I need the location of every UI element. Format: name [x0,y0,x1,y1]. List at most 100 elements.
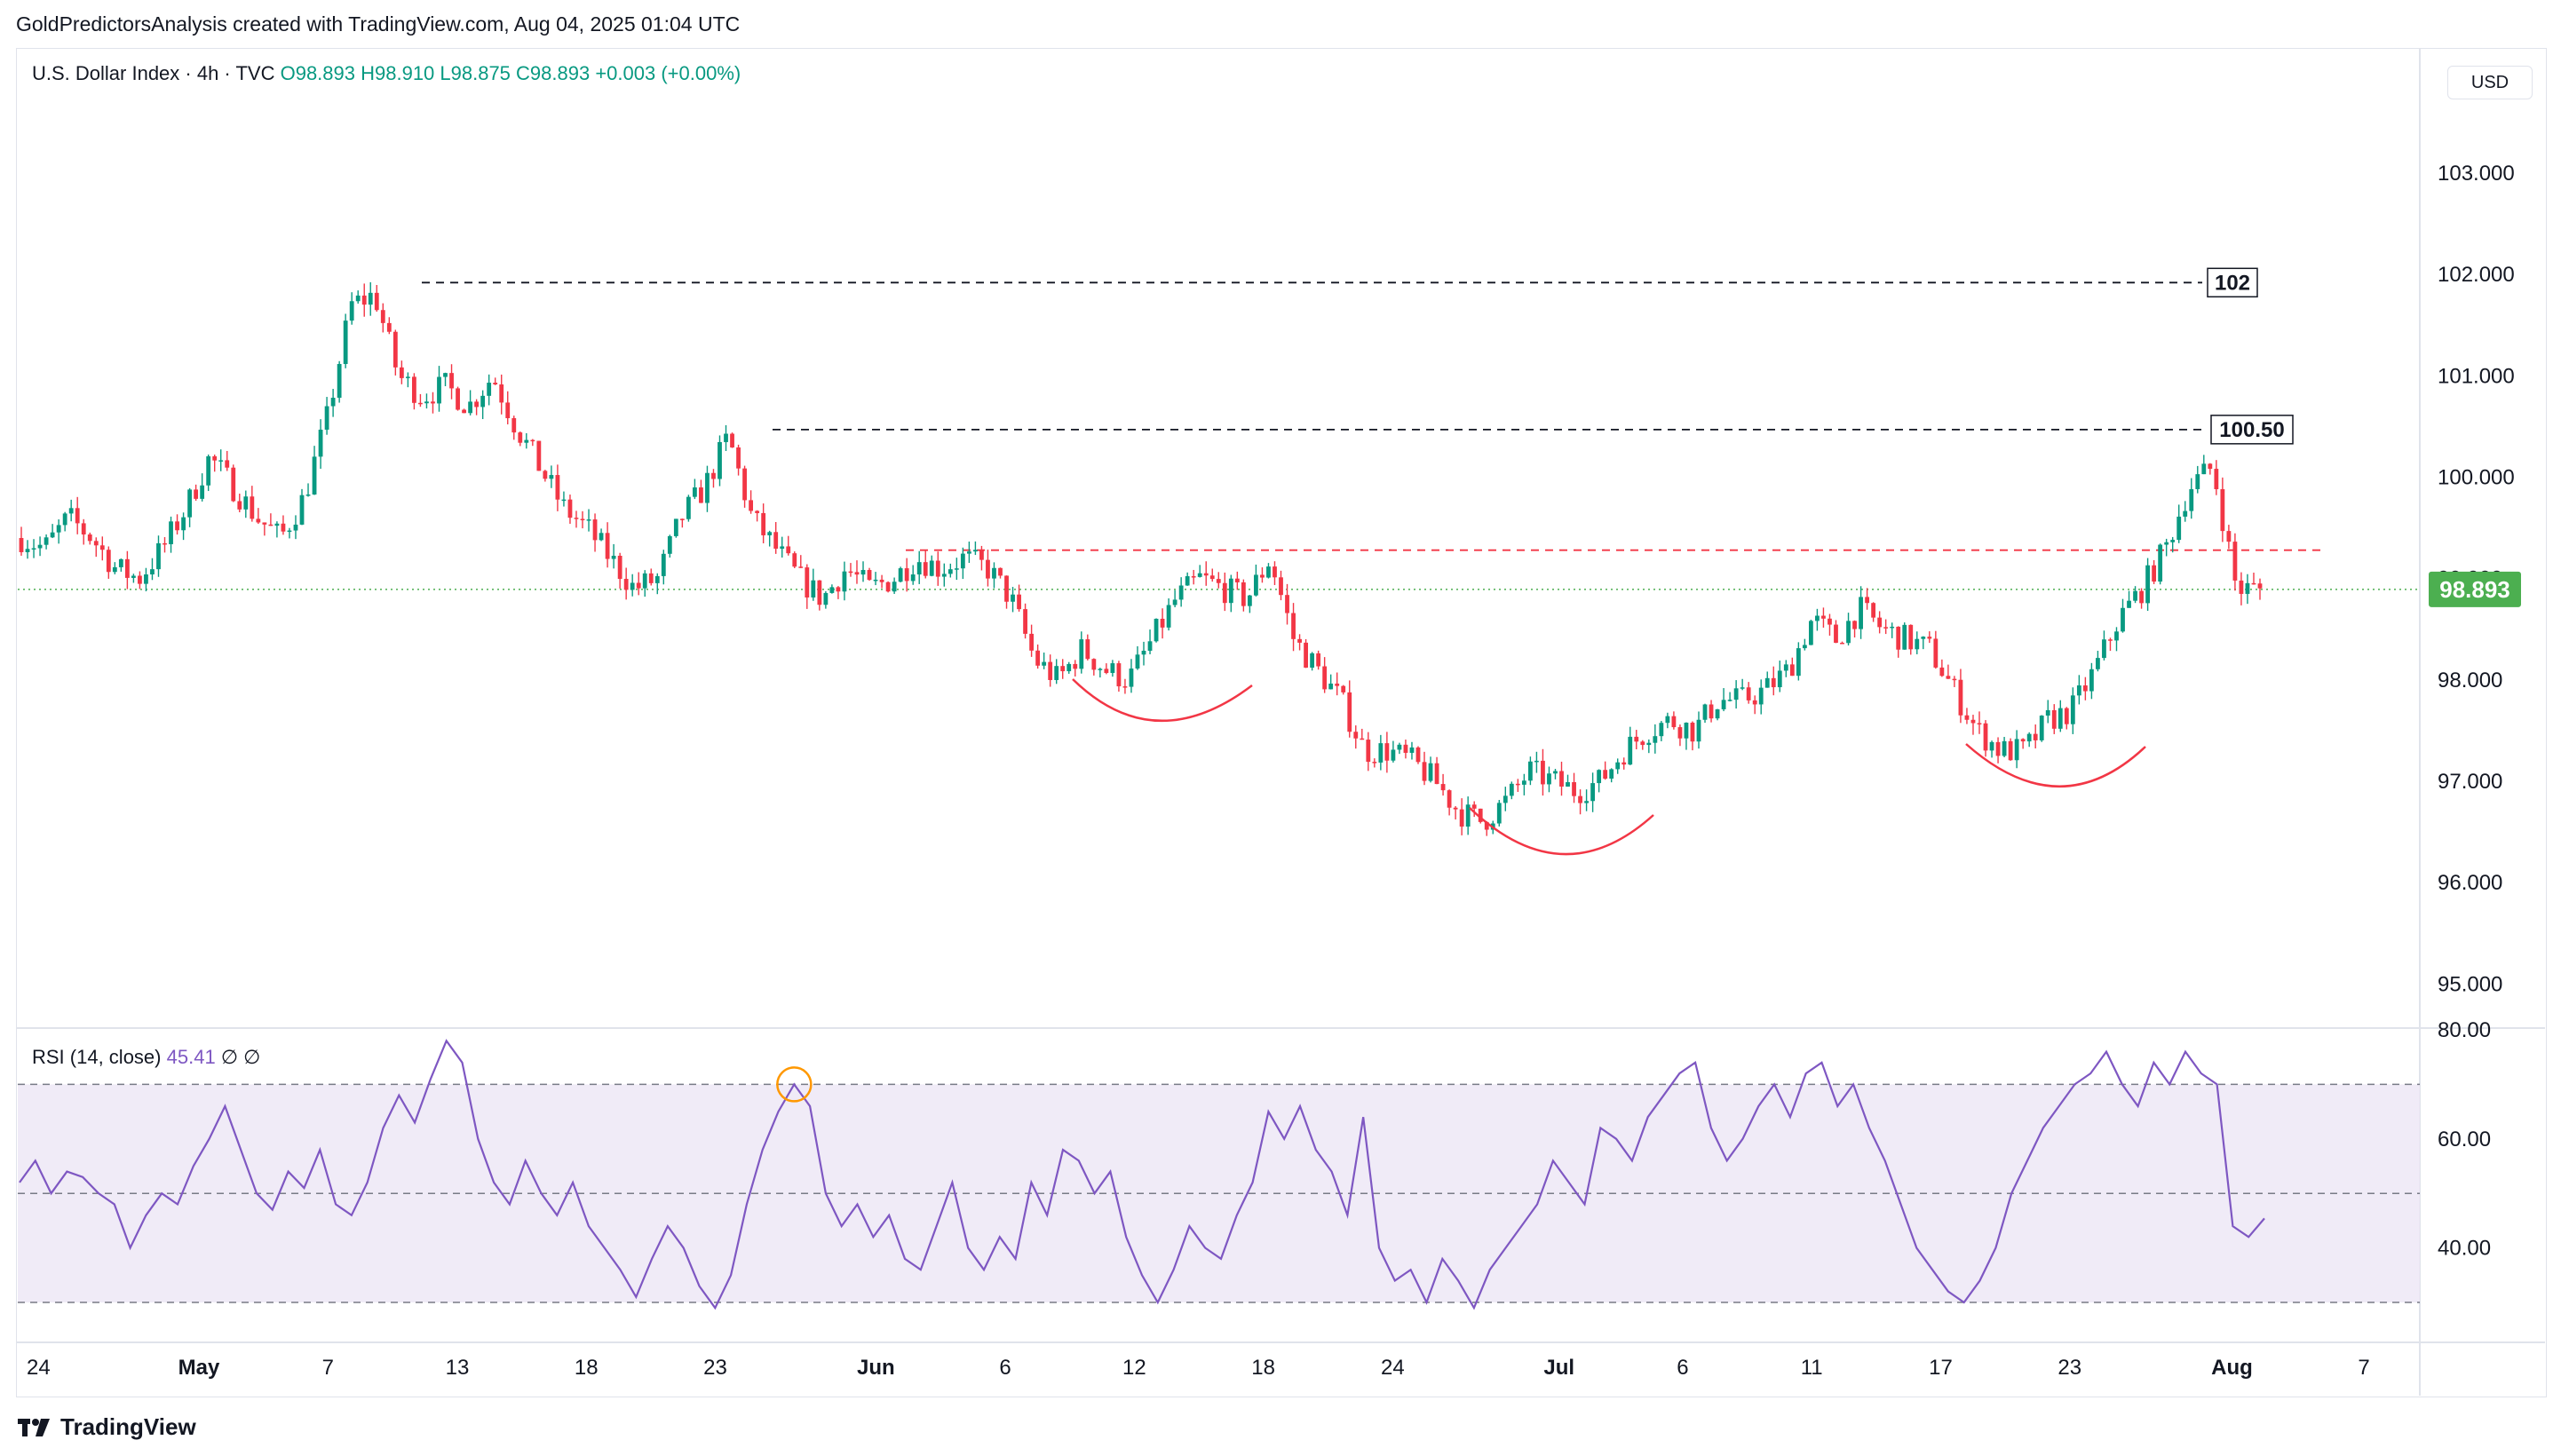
candle-body [1921,637,1926,639]
candle-body [37,544,43,549]
candle-body [349,301,354,321]
candle-body [474,401,480,408]
price-tick-label: 98.000 [2438,669,2502,692]
candle-body [1846,621,1851,644]
candle-body [175,521,179,531]
candle-body [1160,618,1165,628]
candle-body [281,523,286,532]
candle-body [873,579,878,582]
candle-body [1129,669,1134,687]
candle-body [592,519,598,541]
candle-body [1222,582,1227,604]
candle-body [736,447,741,469]
time-tick-label: 13 [446,1356,470,1380]
rsi-axis[interactable]: 40.00 60.00 80.00 [2438,1018,2491,1261]
last-price-tag: 98.893 [2429,571,2521,607]
candle-body [462,409,466,414]
candle-body [1553,771,1558,774]
time-tick-label: May [178,1356,220,1380]
candle-body [854,572,860,575]
candle-body [518,432,523,443]
candle-body [418,402,423,405]
svg-text:102: 102 [2215,271,2250,295]
candle-body [156,542,161,570]
rsi-legend[interactable]: RSI (14, close) 45.41 ∅ ∅ [32,1046,260,1069]
candle-body [50,532,55,538]
candle-body [1584,801,1589,803]
candle-body [231,467,236,502]
candle-body [2020,739,2026,742]
candle-body [1254,574,1258,596]
price-tick-label: 96.000 [2438,871,2502,895]
candle-body [312,456,317,495]
candle-body [1035,650,1041,666]
currency-selector[interactable]: USD [2447,66,2533,99]
candle-body [749,500,754,511]
rsi-line [19,1039,2265,1310]
chart-frame [16,48,2547,1397]
candle-body [493,383,498,384]
candle-body [530,439,535,442]
time-axis[interactable]: 24 May 7 13 18 23 Jun 6 12 18 24 Jul 6 11 17 23 Aug 7 [27,1356,2370,1380]
candle-body [361,295,367,305]
candle-body [44,537,49,545]
price-axis[interactable]: 95.00096.00097.00098.00099.000100.000101… [2438,162,2515,996]
candle-body [1715,708,1720,719]
cup-arc-2 [1469,807,1654,856]
candle-body [2239,580,2244,594]
symbol-legend[interactable]: U.S. Dollar Index · 4h · TVC O98.893 H98… [32,62,741,85]
cup-arc-1 [1072,678,1253,722]
candle-body [1116,663,1122,687]
candle-body [823,592,829,605]
rsi-extra: ∅ ∅ [220,1046,261,1068]
candle-body [1777,670,1782,688]
candle-body [1098,669,1103,670]
candle-body [1172,599,1177,605]
candle-body [1216,579,1221,583]
candle-body [1310,653,1315,669]
candle-body [1621,762,1627,765]
candle-body [1783,664,1788,671]
candle-body [1434,763,1439,785]
candle-body [1927,637,1932,639]
candle-body [225,460,230,468]
candle-body [1110,663,1115,674]
price-tick-label: 95.000 [2438,972,2502,996]
candle-body [1671,716,1677,728]
candle-body [848,571,853,574]
candle-body [892,582,897,592]
candle-body [711,472,716,479]
tradingview-logo[interactable]: TradingView [18,1413,196,1441]
price-tick-label: 103.000 [2438,162,2515,186]
candle-body [2214,469,2219,490]
candle-body [1634,736,1639,742]
candle-body [337,363,342,399]
candle-body [1828,618,1832,625]
candle-body [1995,741,2001,756]
candle-body [1746,687,1751,700]
candle-body [305,495,311,496]
candle-body [898,568,903,582]
candle-body [1304,642,1308,669]
candle-body [456,388,460,410]
symbol-name: U.S. Dollar Index · 4h · TVC [32,62,275,84]
candle-body [586,519,591,521]
candle-body [2245,582,2250,594]
candle-body [1970,719,1976,724]
candle-body [449,373,454,389]
candle-body [636,582,641,589]
candle-body [960,553,965,569]
candle-body [1104,669,1109,674]
candle-body [1054,666,1059,680]
candle-body [1578,795,1582,803]
candle-body [386,322,392,332]
candle-body [1646,742,1652,746]
candle-body [150,569,155,575]
candle-body [1727,700,1732,701]
candle-body [2064,708,2069,724]
candle-body [56,525,61,533]
candle-body [2226,531,2232,542]
candle-body [1802,645,1807,649]
time-tick-label: 7 [2358,1356,2369,1380]
